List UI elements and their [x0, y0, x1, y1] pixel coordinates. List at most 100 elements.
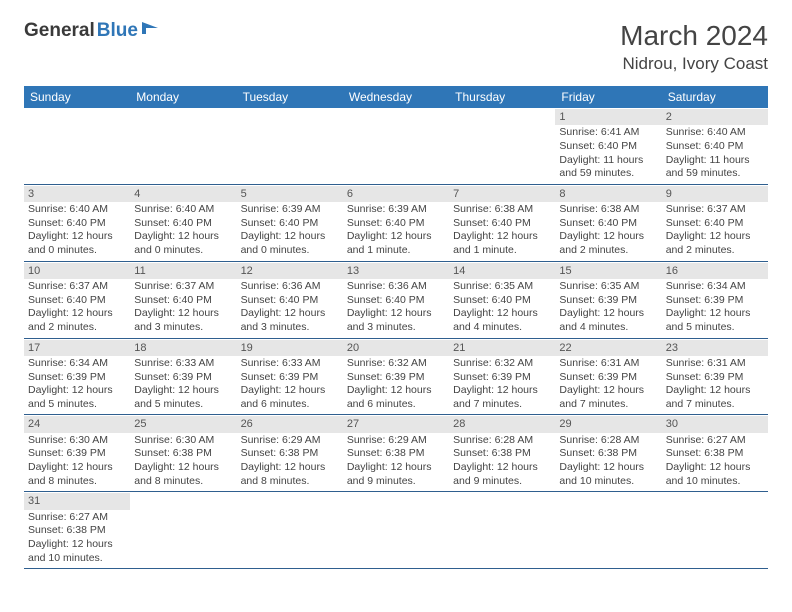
sunset-text: Sunset: 6:39 PM [559, 294, 657, 308]
day-cell: 31Sunrise: 6:27 AMSunset: 6:38 PMDayligh… [24, 492, 130, 568]
daylight-text: Daylight: 12 hours and 2 minutes. [666, 230, 764, 257]
day-number: 2 [662, 109, 768, 125]
daylight-text: Daylight: 12 hours and 6 minutes. [241, 384, 339, 411]
daylight-text: Daylight: 12 hours and 10 minutes. [666, 461, 764, 488]
sunrise-text: Sunrise: 6:34 AM [28, 357, 126, 371]
daylight-text: Daylight: 12 hours and 1 minute. [347, 230, 445, 257]
day-number: 15 [555, 263, 661, 279]
sunrise-text: Sunrise: 6:30 AM [28, 434, 126, 448]
day-cell: 9Sunrise: 6:37 AMSunset: 6:40 PMDaylight… [662, 185, 768, 261]
sunrise-text: Sunrise: 6:39 AM [241, 203, 339, 217]
day-cell: 2Sunrise: 6:40 AMSunset: 6:40 PMDaylight… [662, 108, 768, 184]
daylight-text: Daylight: 12 hours and 8 minutes. [134, 461, 232, 488]
sunrise-text: Sunrise: 6:41 AM [559, 126, 657, 140]
day-number: 14 [449, 263, 555, 279]
daylight-text: Daylight: 12 hours and 4 minutes. [453, 307, 551, 334]
week-row: 10Sunrise: 6:37 AMSunset: 6:40 PMDayligh… [24, 262, 768, 339]
calendar: SundayMondayTuesdayWednesdayThursdayFrid… [24, 86, 768, 569]
day-cell: 11Sunrise: 6:37 AMSunset: 6:40 PMDayligh… [130, 262, 236, 338]
day-cell: 25Sunrise: 6:30 AMSunset: 6:38 PMDayligh… [130, 415, 236, 491]
day-cell: 17Sunrise: 6:34 AMSunset: 6:39 PMDayligh… [24, 339, 130, 415]
daylight-text: Daylight: 12 hours and 10 minutes. [559, 461, 657, 488]
day-number: 23 [662, 340, 768, 356]
weekday-header: Tuesday [237, 86, 343, 108]
sunset-text: Sunset: 6:39 PM [347, 371, 445, 385]
sunrise-text: Sunrise: 6:35 AM [453, 280, 551, 294]
sunset-text: Sunset: 6:40 PM [559, 140, 657, 154]
sunset-text: Sunset: 6:38 PM [559, 447, 657, 461]
empty-cell [449, 492, 555, 568]
weekday-header: Thursday [449, 86, 555, 108]
day-cell: 27Sunrise: 6:29 AMSunset: 6:38 PMDayligh… [343, 415, 449, 491]
day-number: 18 [130, 340, 236, 356]
day-number: 29 [555, 416, 661, 432]
sunrise-text: Sunrise: 6:38 AM [559, 203, 657, 217]
sunset-text: Sunset: 6:39 PM [666, 294, 764, 308]
sunset-text: Sunset: 6:40 PM [347, 294, 445, 308]
sunrise-text: Sunrise: 6:40 AM [666, 126, 764, 140]
sunset-text: Sunset: 6:38 PM [453, 447, 551, 461]
day-cell: 13Sunrise: 6:36 AMSunset: 6:40 PMDayligh… [343, 262, 449, 338]
daylight-text: Daylight: 12 hours and 2 minutes. [28, 307, 126, 334]
sunrise-text: Sunrise: 6:30 AM [134, 434, 232, 448]
daylight-text: Daylight: 12 hours and 5 minutes. [134, 384, 232, 411]
sunrise-text: Sunrise: 6:29 AM [241, 434, 339, 448]
day-cell: 3Sunrise: 6:40 AMSunset: 6:40 PMDaylight… [24, 185, 130, 261]
day-cell: 22Sunrise: 6:31 AMSunset: 6:39 PMDayligh… [555, 339, 661, 415]
sunrise-text: Sunrise: 6:33 AM [241, 357, 339, 371]
header: General Blue March 2024 Nidrou, Ivory Co… [24, 20, 768, 74]
logo: General Blue [24, 20, 162, 42]
sunrise-text: Sunrise: 6:28 AM [453, 434, 551, 448]
daylight-text: Daylight: 12 hours and 1 minute. [453, 230, 551, 257]
day-number: 1 [555, 109, 661, 125]
sunset-text: Sunset: 6:40 PM [453, 294, 551, 308]
sunset-text: Sunset: 6:39 PM [453, 371, 551, 385]
daylight-text: Daylight: 12 hours and 10 minutes. [28, 538, 126, 565]
weeks-container: 1Sunrise: 6:41 AMSunset: 6:40 PMDaylight… [24, 108, 768, 569]
daylight-text: Daylight: 11 hours and 59 minutes. [559, 154, 657, 181]
sunset-text: Sunset: 6:39 PM [666, 371, 764, 385]
weekday-header: Saturday [662, 86, 768, 108]
sunset-text: Sunset: 6:38 PM [241, 447, 339, 461]
day-cell: 26Sunrise: 6:29 AMSunset: 6:38 PMDayligh… [237, 415, 343, 491]
daylight-text: Daylight: 12 hours and 9 minutes. [453, 461, 551, 488]
sunset-text: Sunset: 6:40 PM [241, 294, 339, 308]
sunrise-text: Sunrise: 6:38 AM [453, 203, 551, 217]
empty-cell [237, 492, 343, 568]
day-cell: 15Sunrise: 6:35 AMSunset: 6:39 PMDayligh… [555, 262, 661, 338]
flag-icon [142, 20, 162, 42]
day-number: 10 [24, 263, 130, 279]
day-number: 19 [237, 340, 343, 356]
daylight-text: Daylight: 12 hours and 3 minutes. [134, 307, 232, 334]
daylight-text: Daylight: 12 hours and 0 minutes. [134, 230, 232, 257]
daylight-text: Daylight: 12 hours and 7 minutes. [453, 384, 551, 411]
day-number: 25 [130, 416, 236, 432]
sunset-text: Sunset: 6:38 PM [347, 447, 445, 461]
sunset-text: Sunset: 6:40 PM [134, 294, 232, 308]
day-number: 3 [24, 186, 130, 202]
sunset-text: Sunset: 6:39 PM [241, 371, 339, 385]
day-number: 21 [449, 340, 555, 356]
sunset-text: Sunset: 6:39 PM [28, 371, 126, 385]
sunrise-text: Sunrise: 6:37 AM [666, 203, 764, 217]
sunrise-text: Sunrise: 6:27 AM [28, 511, 126, 525]
daylight-text: Daylight: 12 hours and 8 minutes. [28, 461, 126, 488]
day-number: 24 [24, 416, 130, 432]
sunrise-text: Sunrise: 6:35 AM [559, 280, 657, 294]
sunset-text: Sunset: 6:38 PM [666, 447, 764, 461]
sunset-text: Sunset: 6:38 PM [28, 524, 126, 538]
sunrise-text: Sunrise: 6:40 AM [28, 203, 126, 217]
sunrise-text: Sunrise: 6:32 AM [347, 357, 445, 371]
sunset-text: Sunset: 6:39 PM [134, 371, 232, 385]
day-cell: 12Sunrise: 6:36 AMSunset: 6:40 PMDayligh… [237, 262, 343, 338]
sunrise-text: Sunrise: 6:29 AM [347, 434, 445, 448]
day-cell: 30Sunrise: 6:27 AMSunset: 6:38 PMDayligh… [662, 415, 768, 491]
day-number: 13 [343, 263, 449, 279]
month-title: March 2024 [620, 20, 768, 52]
week-row: 24Sunrise: 6:30 AMSunset: 6:39 PMDayligh… [24, 415, 768, 492]
day-cell: 20Sunrise: 6:32 AMSunset: 6:39 PMDayligh… [343, 339, 449, 415]
daylight-text: Daylight: 12 hours and 3 minutes. [241, 307, 339, 334]
day-number: 5 [237, 186, 343, 202]
day-number: 8 [555, 186, 661, 202]
sunset-text: Sunset: 6:40 PM [666, 140, 764, 154]
